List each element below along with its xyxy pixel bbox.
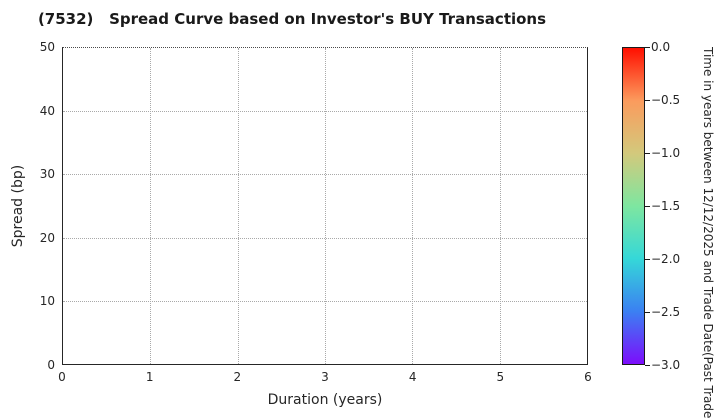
colorbar-label-line1: Time in years between 12/12/2025 and Tra… <box>701 47 715 353</box>
y-tick-label: 20 <box>39 230 55 245</box>
colorbar-tick-label: −1.5 <box>651 199 681 213</box>
colorbar-tick-mark <box>645 312 650 313</box>
colorbar-tick-label: −3.0 <box>651 358 681 372</box>
colorbar-tick-mark <box>645 259 650 260</box>
y-tick-label: 30 <box>39 167 55 182</box>
colorbar-tick-label: −1.0 <box>651 146 681 160</box>
gridline-horizontal <box>63 111 587 113</box>
colorbar-tick-label: 0.0 <box>651 40 671 54</box>
gridline-vertical <box>412 48 414 364</box>
colorbar-label-line2: (Past Trade Date is given as negative) <box>682 352 716 420</box>
gridline-horizontal <box>63 174 587 176</box>
colorbar-label: Time in years between 12/12/2025 and Tra… <box>682 47 716 420</box>
x-tick-label: 4 <box>408 370 417 384</box>
x-tick-label: 6 <box>584 370 592 384</box>
gridline-horizontal <box>63 237 587 239</box>
plot-area <box>62 47 588 365</box>
colorbar-tick-mark <box>645 153 650 154</box>
y-axis-label: Spread (bp) <box>10 164 26 248</box>
gridline-vertical <box>325 48 326 364</box>
x-tick-label: 3 <box>321 370 329 384</box>
x-tick-label: 2 <box>233 370 242 384</box>
x-tick-label: 1 <box>145 370 154 384</box>
colorbar <box>622 47 645 365</box>
y-tick-label: 40 <box>39 103 55 118</box>
colorbar-tick-mark <box>645 47 650 48</box>
gridline-vertical <box>237 48 239 364</box>
y-tick-label: 0 <box>47 358 55 372</box>
gridline-horizontal <box>63 300 587 302</box>
colorbar-tick-label: −2.5 <box>651 305 681 319</box>
colorbar-tick-mark <box>645 365 650 366</box>
chart-title: (7532) Spread Curve based on Investor's … <box>37 10 547 28</box>
x-tick-label: 0 <box>58 370 66 384</box>
colorbar-tick-label: −0.5 <box>651 93 681 107</box>
x-tick-label: 5 <box>496 370 505 384</box>
colorbar-tick-mark <box>645 206 650 207</box>
y-tick-label: 50 <box>39 40 55 54</box>
colorbar-tick-label: −2.0 <box>651 252 681 266</box>
gridline-vertical <box>150 48 152 364</box>
x-axis-label: Duration (years) <box>267 392 383 408</box>
y-tick-label: 10 <box>39 294 55 309</box>
colorbar-tick-mark <box>645 100 650 101</box>
gridline-vertical <box>499 48 501 364</box>
